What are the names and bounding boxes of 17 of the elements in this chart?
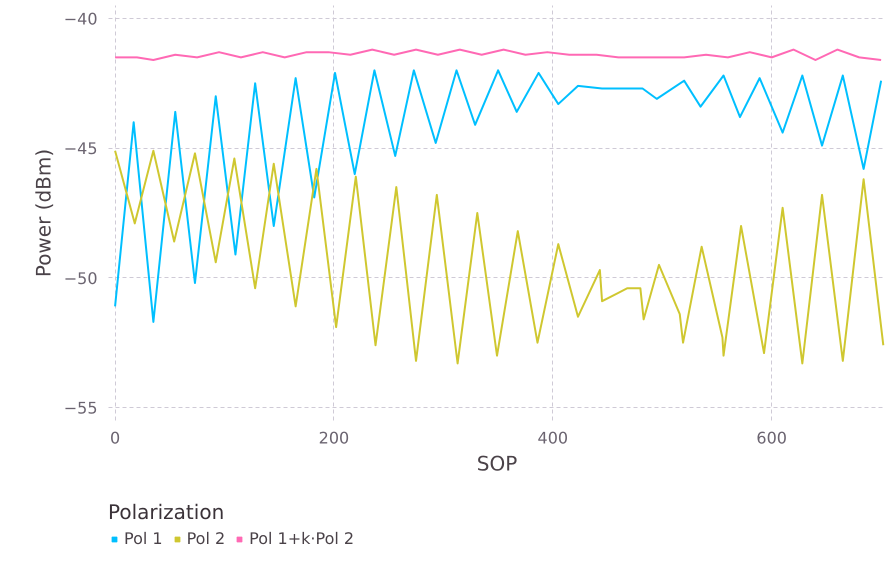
- y-axis-title: Power (dBm): [32, 148, 56, 278]
- y-tick-label: −55: [64, 398, 98, 418]
- legend-label: Pol 1: [124, 529, 163, 548]
- legend-title: Polarization: [108, 500, 226, 524]
- x-tick-label: 200: [318, 428, 350, 448]
- y-tick-label: −50: [64, 268, 98, 288]
- line-series: [114, 48, 882, 61]
- legend-label: Pol 2: [186, 529, 226, 548]
- y-tick-label: −40: [64, 9, 98, 28]
- x-tick-label: 0: [110, 428, 120, 448]
- x-tick-label: 400: [538, 428, 568, 448]
- x-axis-title: SOP: [476, 452, 518, 476]
- line-series: [114, 69, 882, 323]
- legend-label: Pol 1+k·Pol 2: [249, 529, 354, 548]
- x-tick-label: 600: [756, 428, 787, 448]
- y-tick-label: −45: [64, 139, 98, 158]
- line-series: [114, 150, 884, 364]
